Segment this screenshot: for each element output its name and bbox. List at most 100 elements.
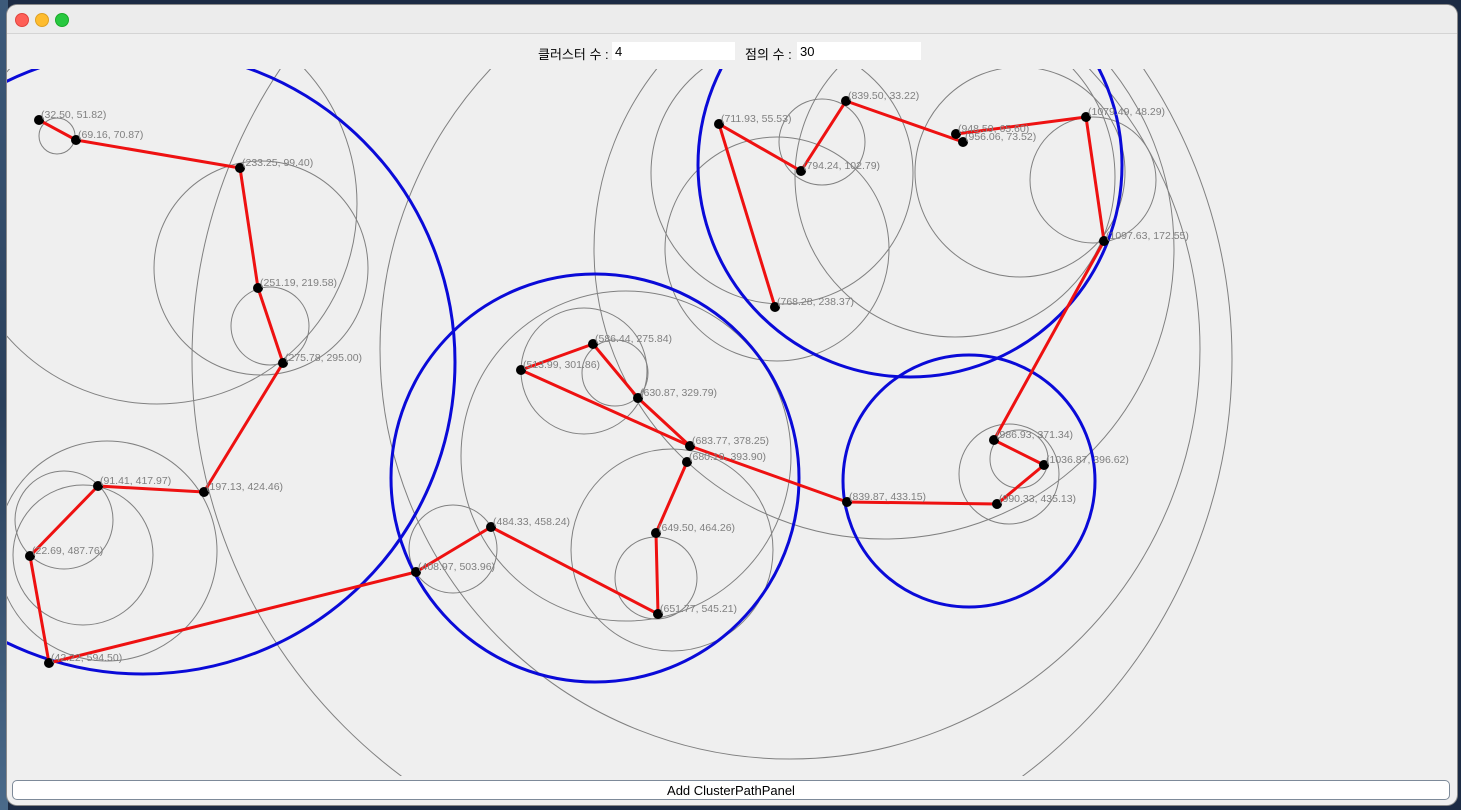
point-coordinate-label: (711.93, 55.53) bbox=[721, 113, 791, 125]
app-window: 클러스터 수 : 점의 수 : (32.50, 51.82) (69.16, 70… bbox=[7, 5, 1457, 805]
point-coordinate-label: (233.25, 99.40) bbox=[242, 157, 313, 169]
path-segment bbox=[414, 525, 493, 574]
point-coordinate-label: (1036.87, 396.62) bbox=[1046, 454, 1129, 466]
point-coordinate-label: (839.50, 33.22) bbox=[848, 90, 919, 102]
data-point bbox=[253, 283, 263, 293]
path-segment bbox=[37, 118, 78, 142]
path-segment bbox=[992, 438, 1046, 467]
zoom-window-button[interactable] bbox=[55, 13, 69, 27]
path-segment bbox=[954, 115, 1088, 136]
point-coordinate-label: (69.16, 70.87) bbox=[78, 129, 143, 141]
path-segment bbox=[47, 570, 418, 665]
path-segment bbox=[1084, 115, 1106, 243]
guide-circle bbox=[153, 160, 369, 376]
point-count-input[interactable] bbox=[797, 42, 921, 60]
title-bar bbox=[7, 5, 1457, 34]
guide-circle bbox=[650, 69, 914, 305]
data-point bbox=[1039, 460, 1049, 470]
point-coordinate-label: (680.19, 393.90) bbox=[689, 451, 766, 463]
data-point bbox=[25, 551, 35, 561]
data-point bbox=[278, 358, 288, 368]
path-segment bbox=[74, 138, 242, 170]
guide-circle bbox=[570, 448, 774, 652]
point-coordinate-label: (768.28, 238.37) bbox=[777, 296, 854, 308]
data-point bbox=[411, 567, 421, 577]
data-point bbox=[44, 658, 54, 668]
data-point bbox=[653, 609, 663, 619]
add-cluster-path-panel-button[interactable]: Add ClusterPathPanel bbox=[12, 780, 1450, 800]
path-segment bbox=[654, 531, 660, 616]
data-point bbox=[992, 499, 1002, 509]
data-point bbox=[93, 481, 103, 491]
path-segment bbox=[844, 99, 965, 144]
desktop-background bbox=[0, 0, 8, 810]
data-point bbox=[516, 365, 526, 375]
guide-circle bbox=[520, 307, 648, 435]
point-coordinate-label: (1079.49, 48.29) bbox=[1088, 106, 1165, 118]
data-point bbox=[1099, 236, 1109, 246]
cluster-count-input[interactable] bbox=[612, 42, 735, 60]
guide-circle bbox=[460, 290, 792, 622]
data-point bbox=[714, 119, 724, 129]
path-segment bbox=[717, 122, 803, 173]
data-point bbox=[989, 435, 999, 445]
guide-circle bbox=[230, 286, 310, 366]
point-coordinate-label: (484.33, 458.24) bbox=[493, 516, 570, 528]
point-coordinate-label: (197.13, 424.46) bbox=[206, 481, 283, 493]
data-point bbox=[685, 441, 695, 451]
data-point bbox=[71, 135, 81, 145]
data-point bbox=[199, 487, 209, 497]
guide-circle bbox=[958, 423, 1060, 525]
data-point bbox=[770, 302, 780, 312]
path-segment bbox=[636, 396, 692, 448]
point-coordinate-label: (408.97, 503.96) bbox=[418, 561, 495, 573]
point-coordinate-label: (948.59, 65.60) bbox=[958, 123, 1029, 135]
point-coordinate-label: (513.99, 301.86) bbox=[523, 359, 600, 371]
cluster-circle-3 bbox=[696, 69, 1124, 379]
point-coordinate-label: (794.24, 102.79) bbox=[803, 160, 880, 172]
point-count-label: 점의 수 : bbox=[745, 47, 792, 62]
cluster-path-drawing: (32.50, 51.82) (69.16, 70.87) (233.25, 99.… bbox=[7, 69, 1233, 776]
minimize-window-button[interactable] bbox=[35, 13, 49, 27]
guide-circle bbox=[14, 470, 114, 570]
point-coordinate-label: (22.69, 487.76) bbox=[32, 545, 103, 557]
path-segment bbox=[202, 361, 285, 494]
guide-circle bbox=[989, 429, 1049, 489]
point-coordinate-label: (1097.63, 172.55) bbox=[1106, 230, 1189, 242]
path-segment bbox=[688, 444, 849, 504]
cluster-circle-4 bbox=[841, 353, 1097, 609]
point-coordinate-label: (32.50, 51.82) bbox=[41, 109, 106, 121]
point-coordinate-label: (651.77, 545.21) bbox=[660, 603, 737, 615]
data-point bbox=[951, 129, 961, 139]
path-segment bbox=[717, 122, 777, 309]
cluster-path-canvas[interactable]: (32.50, 51.82) (69.16, 70.87) (233.25, 99.… bbox=[7, 69, 1457, 776]
data-point bbox=[235, 163, 245, 173]
path-segment bbox=[992, 239, 1106, 442]
guide-circle bbox=[593, 69, 1175, 540]
data-point bbox=[1081, 112, 1091, 122]
guide-circle bbox=[664, 136, 890, 362]
data-point bbox=[842, 497, 852, 507]
path-segment bbox=[845, 500, 999, 506]
data-point bbox=[841, 96, 851, 106]
point-coordinate-label: (91.41, 417.97) bbox=[100, 475, 171, 487]
point-coordinate-label: (839.87, 433.15) bbox=[849, 491, 926, 503]
data-point bbox=[796, 166, 806, 176]
path-segment bbox=[519, 368, 692, 448]
point-coordinate-label: (586.44, 275.84) bbox=[595, 333, 672, 345]
close-window-button[interactable] bbox=[15, 13, 29, 27]
point-coordinate-label: (956.06, 73.52) bbox=[965, 131, 1036, 143]
point-coordinate-label: (630.87, 329.79) bbox=[640, 387, 717, 399]
data-point bbox=[958, 137, 968, 147]
point-coordinate-label: (990.33, 435.13) bbox=[999, 493, 1076, 505]
path-segment bbox=[489, 525, 660, 616]
path-segment bbox=[28, 484, 100, 558]
data-point bbox=[588, 339, 598, 349]
point-coordinate-label: (649.50, 464.26) bbox=[658, 522, 735, 534]
guide-circle bbox=[7, 440, 218, 662]
guide-circle bbox=[794, 69, 1116, 338]
cluster-count-label: 클러스터 수 : bbox=[538, 47, 609, 62]
point-coordinate-label: (275.78, 295.00) bbox=[285, 352, 362, 364]
cluster-circle-1 bbox=[7, 69, 457, 676]
point-coordinate-label: (986.93, 371.34) bbox=[996, 429, 1073, 441]
